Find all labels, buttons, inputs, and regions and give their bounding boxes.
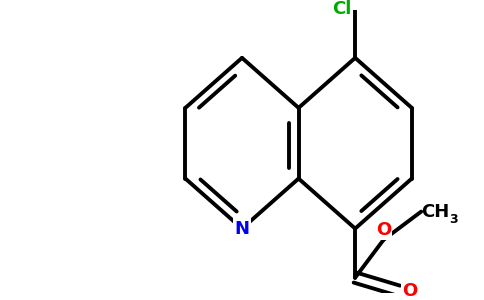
Text: CH: CH — [421, 202, 450, 220]
Text: Cl: Cl — [332, 0, 351, 18]
Text: O: O — [376, 221, 391, 239]
Text: 3: 3 — [450, 213, 458, 226]
Text: N: N — [235, 220, 249, 238]
Text: O: O — [402, 282, 418, 300]
